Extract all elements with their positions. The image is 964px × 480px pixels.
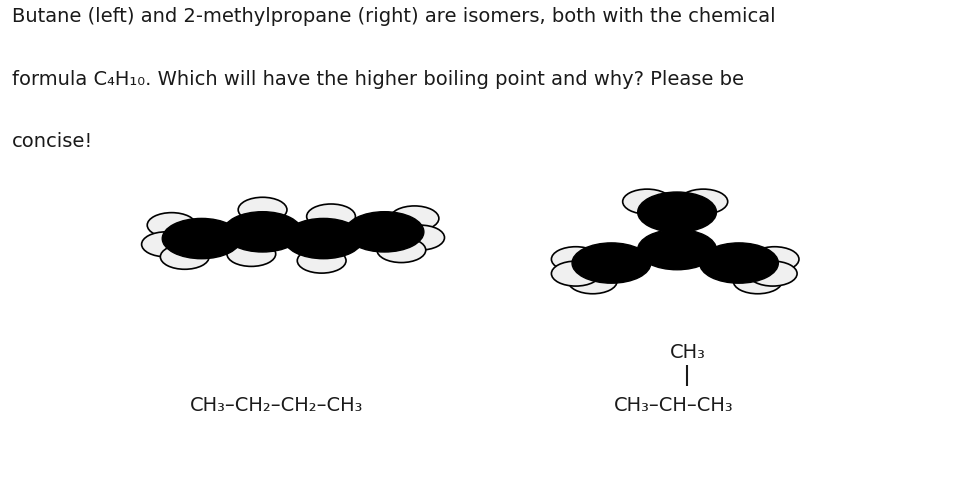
Circle shape [551, 261, 601, 286]
Circle shape [572, 243, 651, 283]
Circle shape [750, 247, 799, 272]
Circle shape [396, 225, 444, 250]
Circle shape [734, 269, 782, 294]
Circle shape [284, 218, 362, 259]
Circle shape [551, 247, 601, 272]
Circle shape [637, 192, 716, 232]
Circle shape [748, 261, 797, 286]
Text: formula C₄H₁₀. Which will have the higher boiling point and why? Please be: formula C₄H₁₀. Which will have the highe… [13, 70, 744, 89]
Circle shape [142, 232, 190, 257]
Circle shape [307, 204, 356, 229]
Circle shape [297, 248, 346, 273]
Text: CH₃: CH₃ [669, 343, 706, 362]
Text: CH₃–CH₂–CH₂–CH₃: CH₃–CH₂–CH₂–CH₃ [190, 396, 363, 415]
Circle shape [679, 189, 728, 214]
Circle shape [162, 218, 241, 259]
Circle shape [227, 241, 276, 266]
Circle shape [345, 212, 424, 252]
Text: CH₃–CH–CH₃: CH₃–CH–CH₃ [613, 396, 734, 415]
Circle shape [238, 197, 287, 222]
Circle shape [700, 243, 778, 283]
Text: concise!: concise! [13, 132, 94, 151]
Circle shape [390, 206, 439, 231]
Circle shape [623, 189, 672, 214]
Circle shape [377, 238, 426, 263]
Circle shape [147, 213, 196, 238]
Circle shape [569, 269, 617, 294]
Circle shape [637, 229, 716, 270]
Circle shape [160, 244, 209, 269]
Circle shape [224, 212, 302, 252]
Text: Butane (left) and 2-methylpropane (right) are isomers, both with the chemical: Butane (left) and 2-methylpropane (right… [13, 7, 776, 26]
